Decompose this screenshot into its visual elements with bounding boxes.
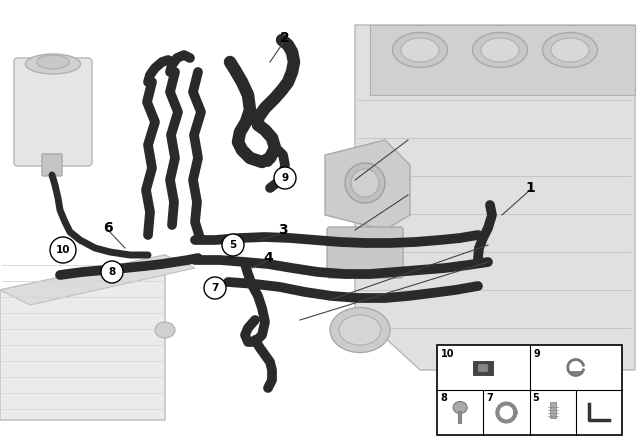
Polygon shape — [355, 25, 635, 370]
Text: 7: 7 — [211, 283, 219, 293]
Ellipse shape — [155, 322, 175, 338]
Text: 6: 6 — [103, 221, 113, 235]
Text: 9: 9 — [282, 173, 289, 183]
Ellipse shape — [453, 401, 467, 414]
Bar — [473, 362, 493, 375]
Text: 4: 4 — [263, 251, 273, 265]
Ellipse shape — [339, 315, 381, 345]
FancyBboxPatch shape — [14, 58, 92, 166]
Circle shape — [50, 237, 76, 263]
Bar — [437, 345, 622, 435]
FancyBboxPatch shape — [42, 154, 62, 176]
Circle shape — [101, 261, 123, 283]
Ellipse shape — [37, 55, 69, 69]
Text: 3: 3 — [278, 223, 288, 237]
Text: 5: 5 — [229, 240, 237, 250]
Text: 5: 5 — [532, 393, 540, 403]
Text: 2: 2 — [280, 31, 290, 45]
Ellipse shape — [330, 307, 390, 353]
Bar — [550, 402, 556, 418]
Text: 7: 7 — [486, 393, 493, 403]
Ellipse shape — [401, 38, 439, 62]
Ellipse shape — [26, 54, 81, 74]
Text: 10: 10 — [441, 349, 454, 359]
Polygon shape — [325, 140, 410, 230]
Text: 8: 8 — [440, 393, 447, 403]
Ellipse shape — [543, 33, 598, 68]
Bar — [478, 365, 488, 372]
Ellipse shape — [551, 38, 589, 62]
Text: 9: 9 — [534, 349, 540, 359]
Polygon shape — [0, 255, 195, 305]
Polygon shape — [0, 255, 165, 420]
Text: 1: 1 — [525, 181, 535, 195]
Text: 10: 10 — [56, 245, 70, 255]
Circle shape — [222, 234, 244, 256]
Text: 8: 8 — [108, 267, 116, 277]
Circle shape — [274, 167, 296, 189]
Ellipse shape — [472, 33, 527, 68]
Ellipse shape — [345, 163, 385, 203]
Ellipse shape — [481, 38, 519, 62]
FancyBboxPatch shape — [327, 227, 403, 278]
Circle shape — [204, 277, 226, 299]
Polygon shape — [370, 25, 635, 95]
Ellipse shape — [351, 169, 379, 197]
Ellipse shape — [392, 33, 447, 68]
